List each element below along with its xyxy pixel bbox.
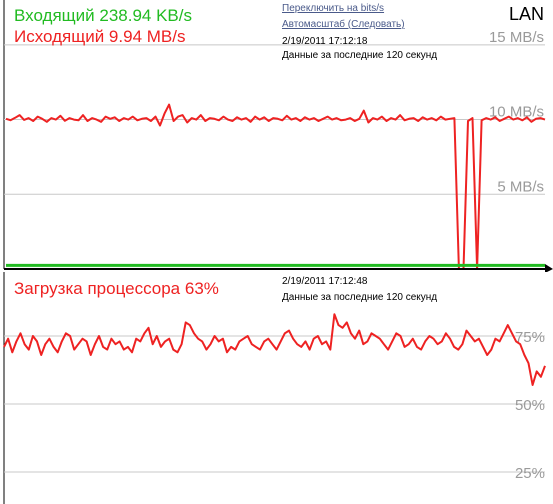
network-traffic-chart: 15 MB/s 10 MB/s 5 MB/s — [3, 0, 553, 272]
network-traffic-panel: 15 MB/s 10 MB/s 5 MB/s Входящий 238.94 KB/… — [3, 0, 553, 272]
incoming-rate-label: Входящий 238.94 KB/s — [14, 6, 192, 25]
cpu-load-label: Загрузка процессора 63% — [14, 279, 219, 298]
network-y-tick-label: 10 MB/s — [489, 104, 544, 121]
autoscale-link[interactable]: Автомасштаб (Следовать) — [282, 19, 405, 30]
cpu-load-panel: 75% 50% 25% Загрузка процессора 63% 2/19/2… — [0, 272, 553, 504]
cpu-load-series-line — [3, 313, 546, 386]
cpu-y-tick-label: 25% — [515, 465, 545, 482]
network-period-label: Данные за последние 120 секунд — [282, 50, 438, 61]
outgoing-rate-label: Исходящий 9.94 MB/s — [14, 27, 186, 46]
scroll-arrow-icon — [545, 264, 553, 272]
cpu-timestamp: 2/19/2011 17:12:48 — [282, 276, 368, 287]
cpu-load-chart: 75% 50% 25% — [3, 272, 546, 504]
network-y-tick-label: 15 MB/s — [489, 29, 544, 46]
network-y-tick-label: 5 MB/s — [497, 178, 544, 195]
cpu-period-label: Данные за последние 120 секунд — [282, 292, 438, 303]
cpu-y-tick-label: 50% — [515, 397, 545, 414]
outgoing-series-line — [5, 103, 546, 270]
adapter-name-label: LAN — [508, 4, 544, 24]
switch-to-bits-link[interactable]: Переключить на bits/s — [282, 3, 385, 14]
network-timestamp: 2/19/2011 17:12:18 — [282, 36, 368, 47]
cpu-y-tick-label: 75% — [515, 329, 545, 346]
